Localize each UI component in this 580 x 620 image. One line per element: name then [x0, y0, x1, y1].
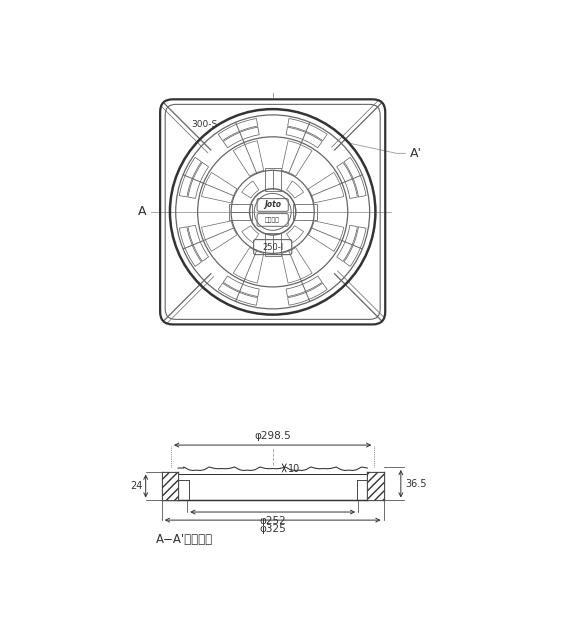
Text: φ252: φ252 — [259, 516, 286, 526]
Text: 10: 10 — [288, 464, 300, 474]
Text: 36.5: 36.5 — [405, 479, 427, 489]
Bar — [367, 472, 383, 500]
Text: A': A' — [410, 147, 422, 160]
Text: 車乗禁止: 車乗禁止 — [265, 217, 280, 223]
Text: Joto: Joto — [264, 200, 281, 210]
Text: A: A — [138, 205, 147, 218]
Text: 300-S: 300-S — [191, 120, 218, 128]
Text: A−A'　断面図: A−A' 断面図 — [156, 533, 213, 546]
Bar — [162, 472, 178, 500]
Text: φ298.5: φ298.5 — [254, 431, 291, 441]
Text: 24: 24 — [130, 481, 142, 491]
Text: 250-I: 250-I — [262, 242, 283, 252]
Text: φ325: φ325 — [259, 524, 286, 534]
